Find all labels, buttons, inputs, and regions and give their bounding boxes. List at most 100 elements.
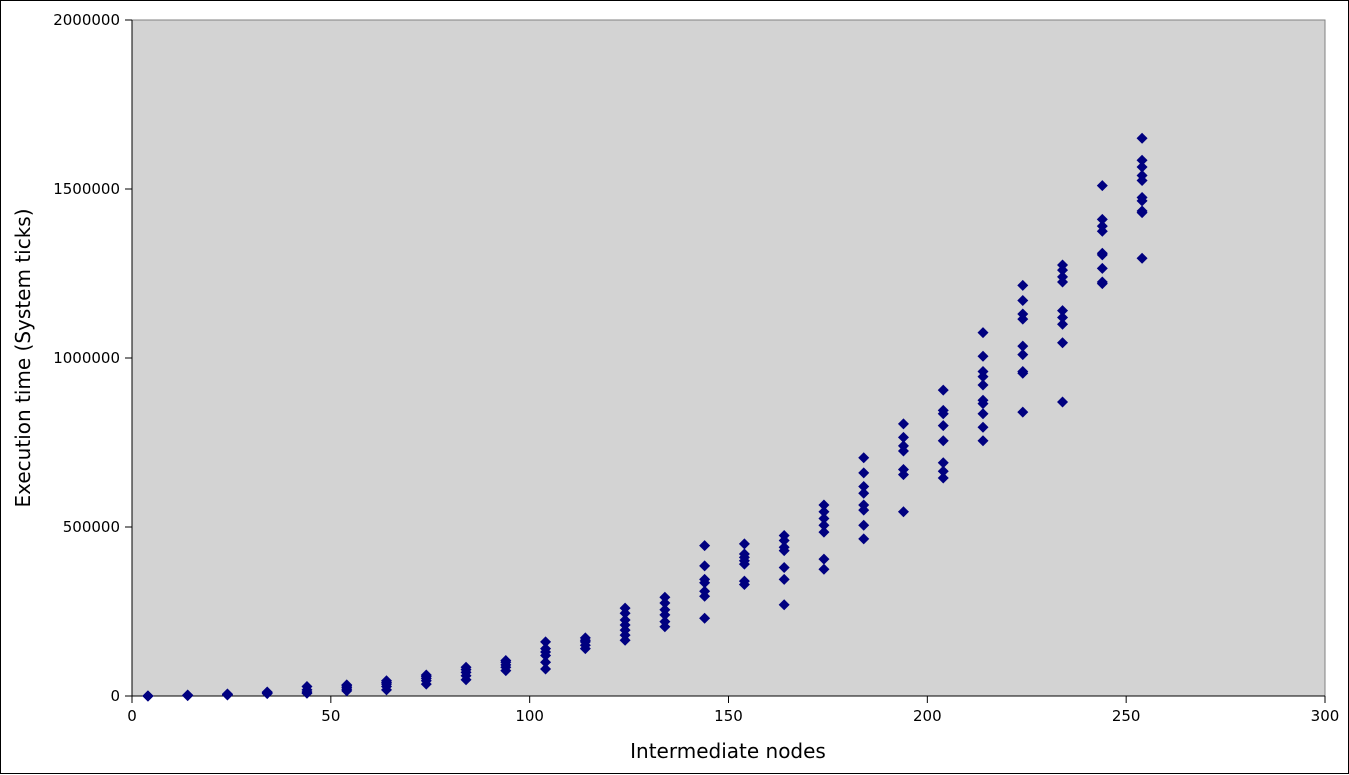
data-point [1136,205,1148,217]
data-point [1057,396,1069,408]
data-point [301,681,313,693]
data-point [1136,169,1148,181]
data-point [897,464,909,476]
data-point [897,440,909,452]
x-tick-label: 50 [321,707,340,725]
data-point [659,591,671,603]
data-point [1057,311,1069,323]
data-point [1096,220,1108,232]
data-point [778,562,790,574]
data-point [977,379,989,391]
data-point [142,690,154,702]
data-point [1136,191,1148,203]
data-point [818,563,830,575]
data-point [221,689,233,701]
data-point [858,519,870,531]
data-point [778,529,790,541]
data-point [778,599,790,611]
data-point [1017,308,1029,320]
data-point [858,487,870,499]
data-point [1017,349,1029,361]
data-point [619,602,631,614]
data-point [182,689,194,701]
x-axis-title: Intermediate nodes [630,739,826,763]
data-point [1136,154,1148,166]
y-tick-label: 1500000 [53,180,120,198]
data-point [858,533,870,545]
data-point [937,457,949,469]
y-axis-title: Execution time (System ticks) [11,209,35,508]
x-tick-label: 250 [1112,707,1141,725]
data-point [937,472,949,484]
data-point [897,506,909,518]
data-point [858,467,870,479]
data-point [1136,161,1148,173]
data-point [937,404,949,416]
data-point [540,656,552,668]
data-point [977,366,989,378]
data-point [261,687,273,699]
data-point [897,418,909,430]
data-point [897,431,909,443]
data-point [738,538,750,550]
x-tick-label: 300 [1311,707,1340,725]
data-point [937,435,949,447]
data-point [1057,337,1069,349]
data-point [1017,340,1029,352]
data-point [738,575,750,587]
data-point [500,655,512,667]
data-point [858,480,870,492]
data-point [699,560,711,572]
data-point [977,408,989,420]
x-axis: 0 50 100 150 200 250 300 [127,695,1340,725]
data-point [1017,406,1029,418]
data-point [1057,271,1069,283]
data-point [699,573,711,585]
data-point [460,661,472,673]
y-axis: 0 500000 1000000 1500000 2000000 [53,11,133,705]
data-point [1096,262,1108,274]
data-point [818,506,830,518]
y-tick-label: 0 [110,687,120,705]
data-point [1057,318,1069,330]
data-point [818,553,830,565]
data-point [818,513,830,525]
data-point [1136,252,1148,264]
data-point [420,669,432,681]
data-point [1096,180,1108,192]
data-point [1057,305,1069,317]
data-point [540,636,552,648]
y-tick-label: 2000000 [53,11,120,29]
data-point [659,597,671,609]
data-point [341,679,353,691]
data-point [818,499,830,511]
data-point [977,421,989,433]
data-point [699,540,711,552]
data-point [738,548,750,560]
data-point [858,452,870,464]
data-point [1096,247,1108,259]
data-point [977,435,989,447]
data-point [977,394,989,406]
data-point [1017,366,1029,378]
data-point [699,612,711,624]
data-point [778,541,790,553]
data-point [540,663,552,675]
data-point [937,465,949,477]
data-point [659,616,671,628]
data-point [540,643,552,655]
data-point [699,585,711,597]
data-point [778,573,790,585]
data-point [1136,132,1148,144]
data-point [1096,276,1108,288]
data-point [381,675,393,687]
y-tick-label: 500000 [63,518,120,536]
data-point [1017,295,1029,307]
plot-area [131,19,1326,697]
data-point [977,350,989,362]
data-point [1057,259,1069,271]
data-point [659,604,671,616]
data-point [858,499,870,511]
